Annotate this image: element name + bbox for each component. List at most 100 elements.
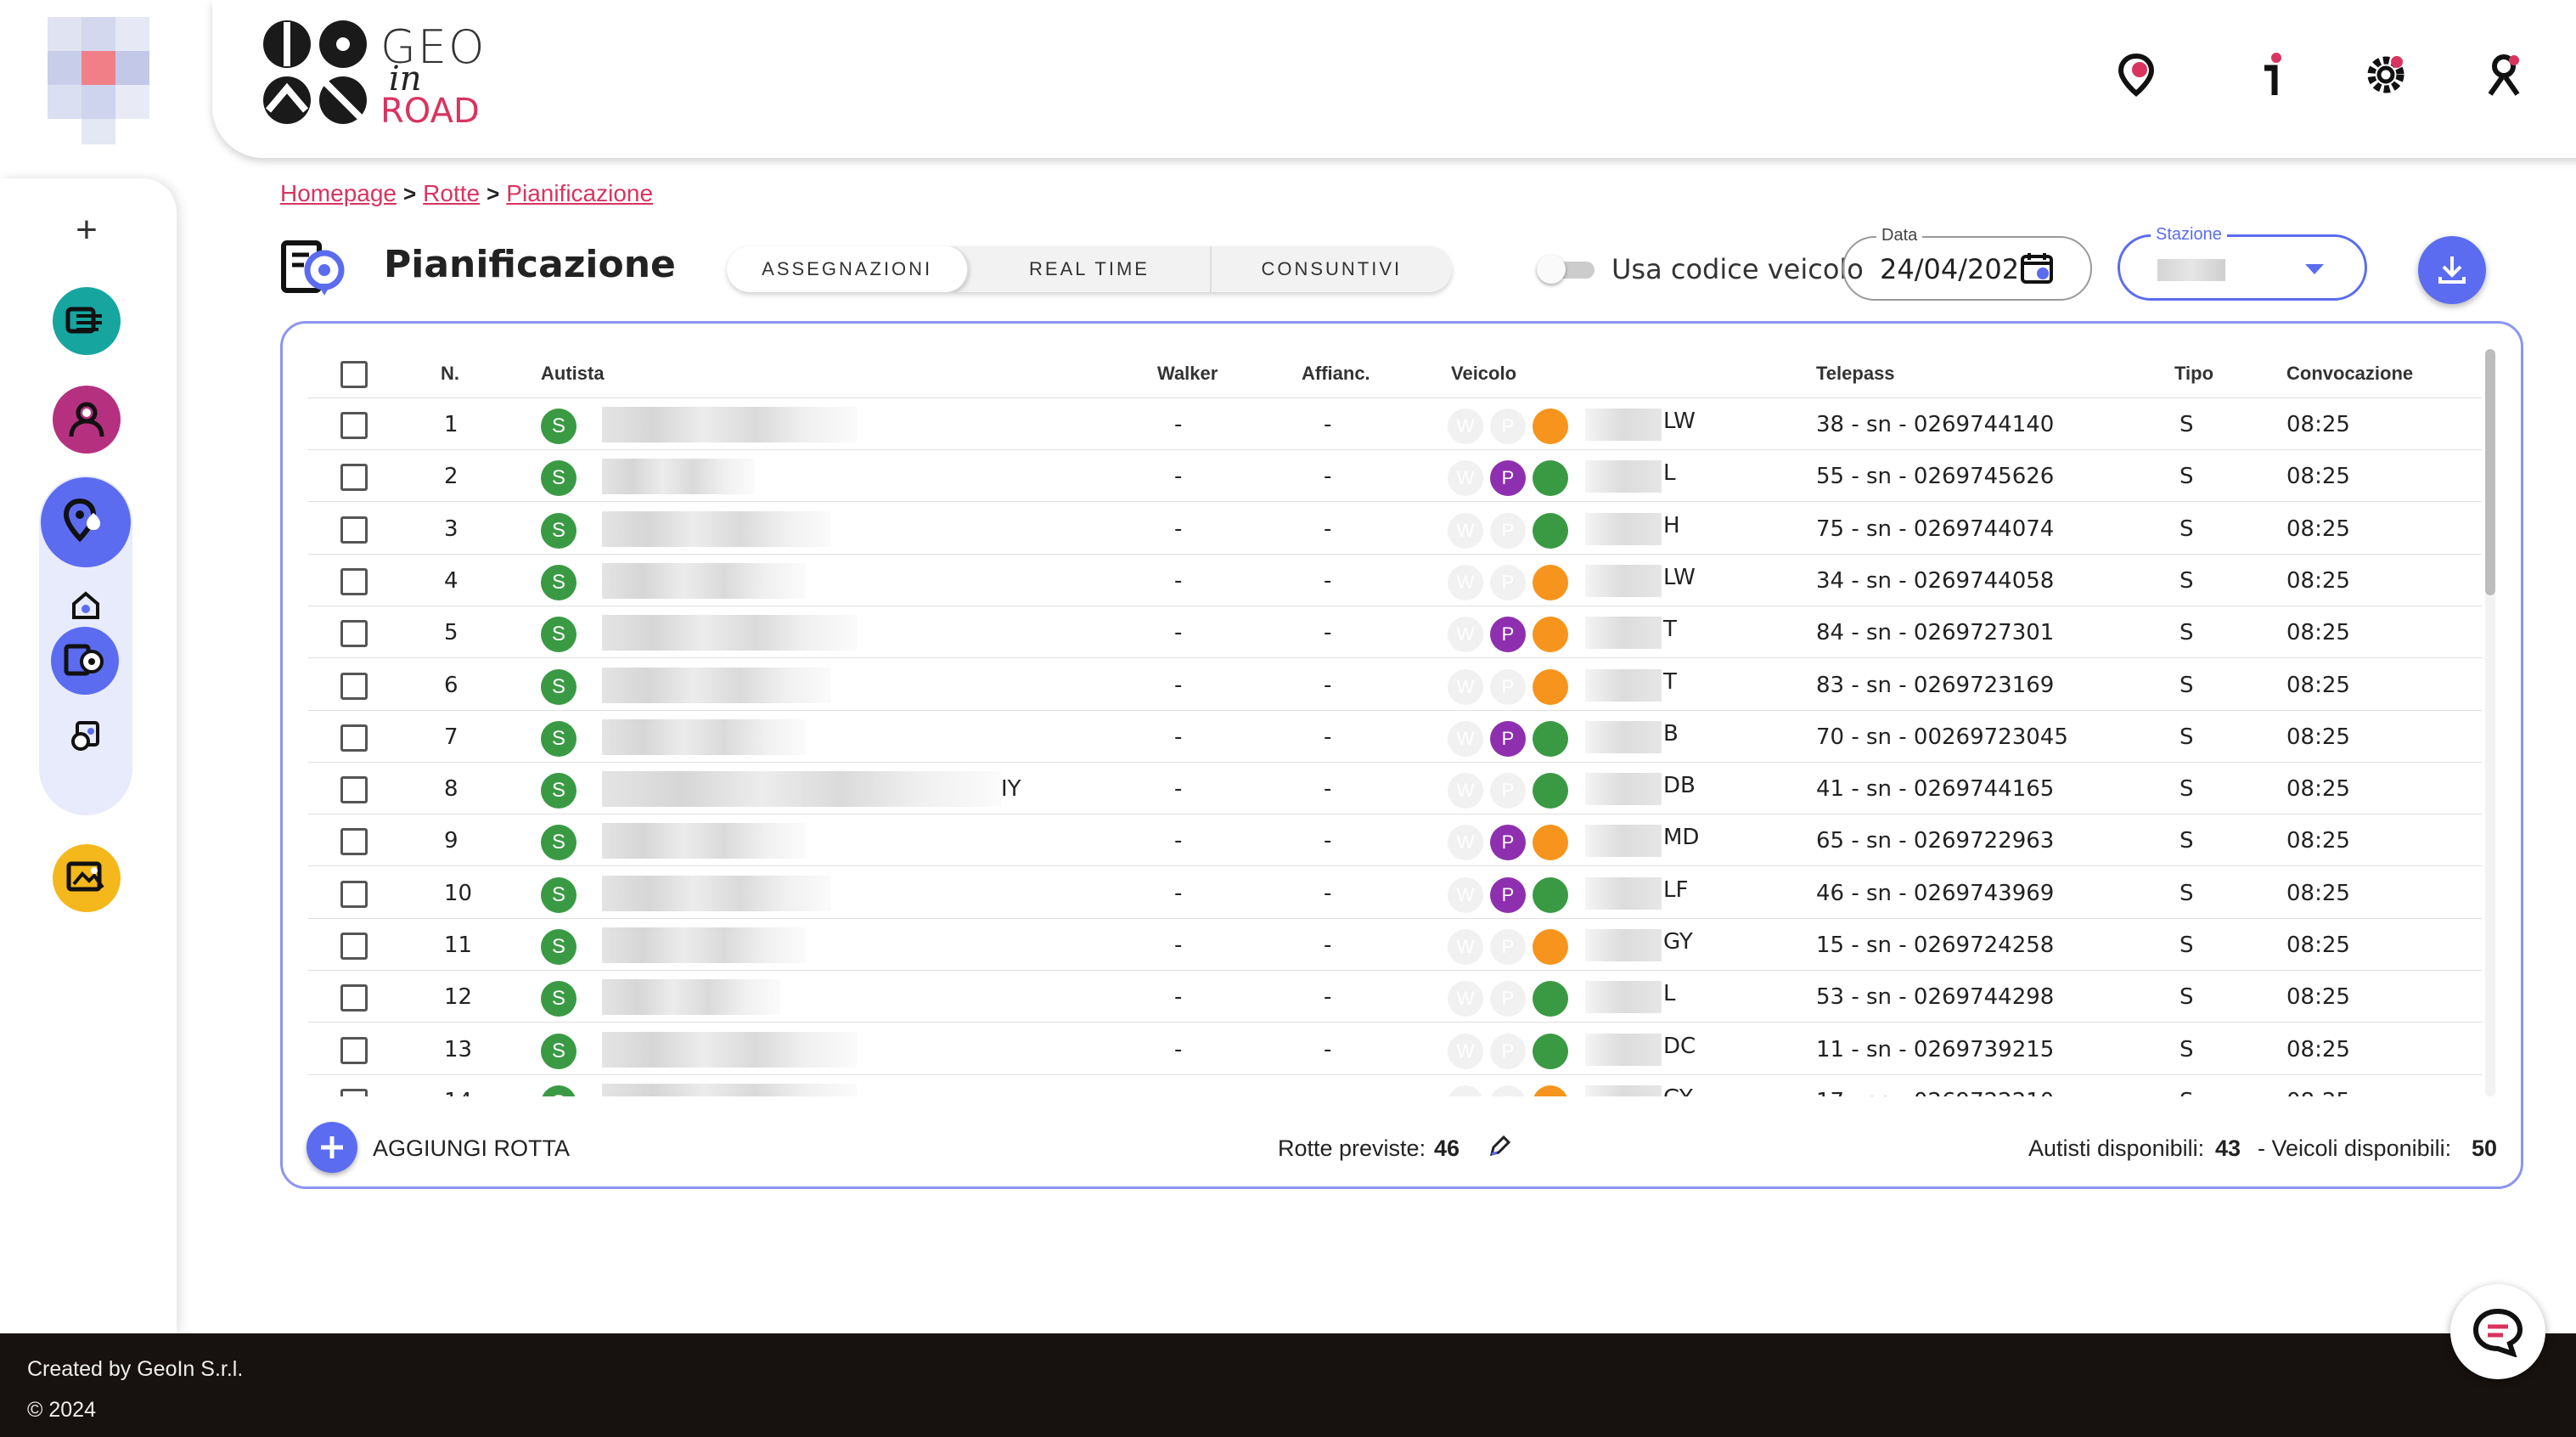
vehicle-status-dot[interactable] bbox=[1533, 981, 1568, 1017]
breadcrumb-rotte[interactable]: Rotte bbox=[423, 180, 481, 206]
row-checkbox[interactable] bbox=[340, 464, 368, 492]
table-row[interactable]: 14 S - - WP GY 17 - sn - 0269722210 S 08:25 bbox=[308, 1075, 2482, 1096]
walker-indicator[interactable]: W bbox=[1448, 773, 1483, 809]
user-icon[interactable] bbox=[2479, 49, 2530, 100]
vehicle-status-dot[interactable] bbox=[1533, 460, 1568, 497]
row-checkbox[interactable] bbox=[340, 880, 368, 908]
walker-indicator[interactable]: W bbox=[1448, 825, 1483, 861]
sidebar-gallery-icon[interactable] bbox=[53, 844, 121, 912]
table-row[interactable]: 3 S - - W P H 75 - sn - 0269744074 S 08:25 bbox=[308, 503, 2482, 555]
download-button[interactable] bbox=[2418, 236, 2486, 304]
select-all-checkbox[interactable] bbox=[340, 361, 368, 388]
p-indicator[interactable]: P bbox=[1490, 668, 1526, 705]
table-row[interactable]: 13 S - - W P DC 11 - sn - 0269739215 S 08:25 bbox=[308, 1023, 2482, 1075]
vehicle-status-dot[interactable] bbox=[1533, 876, 1568, 913]
p-indicator[interactable]: P bbox=[1490, 876, 1526, 913]
table-row[interactable]: 2 S - - W P L 55 - sn - 0269745626 S 08:25 bbox=[308, 450, 2482, 503]
sidebar-expand-plus-icon[interactable]: + bbox=[76, 209, 98, 251]
p-indicator[interactable]: P bbox=[1490, 825, 1526, 861]
driver-status-badge[interactable]: S bbox=[541, 876, 577, 913]
breadcrumb-homepage[interactable]: Homepage bbox=[280, 180, 397, 206]
p-indicator[interactable]: P bbox=[1490, 773, 1526, 809]
row-checkbox[interactable] bbox=[340, 620, 368, 648]
add-route-label[interactable]: AGGIUNGI ROTTA bbox=[373, 1136, 571, 1161]
driver-status-badge[interactable]: S bbox=[541, 773, 577, 809]
table-row[interactable]: 9 S - - W P MD 65 - sn - 0269722963 S 08:25 bbox=[308, 814, 2482, 867]
driver-status-badge[interactable]: S bbox=[541, 1033, 577, 1069]
scrollbar-thumb[interactable] bbox=[2485, 349, 2495, 595]
breadcrumb-pianificazione[interactable]: Pianificazione bbox=[506, 180, 654, 206]
walker-indicator[interactable]: W bbox=[1448, 876, 1483, 913]
vehicle-status-dot[interactable] bbox=[1533, 929, 1568, 965]
col-affianc[interactable]: Affianc. bbox=[1302, 363, 1370, 384]
driver-status-badge[interactable]: S bbox=[541, 668, 577, 705]
driver-status-badge[interactable]: S bbox=[541, 617, 577, 653]
tab-consuntivi[interactable]: CONSUNTIVI bbox=[1261, 258, 1403, 279]
vehicle-status-dot[interactable] bbox=[1533, 409, 1568, 444]
edit-pencil-icon[interactable] bbox=[1488, 1134, 1512, 1158]
driver-status-badge[interactable]: S bbox=[541, 825, 577, 861]
table-row[interactable]: 4 S - - W P LW 34 - sn - 0269744058 S 08:25 bbox=[308, 555, 2482, 606]
p-indicator[interactable]: P bbox=[1490, 981, 1526, 1017]
info-icon[interactable] bbox=[2247, 49, 2298, 100]
driver-status-badge[interactable]: S bbox=[541, 981, 577, 1017]
p-indicator[interactable]: P bbox=[1490, 409, 1526, 444]
p-indicator[interactable]: P bbox=[1490, 720, 1526, 757]
row-checkbox[interactable] bbox=[340, 984, 368, 1012]
walker-indicator[interactable]: W bbox=[1448, 460, 1483, 497]
p-indicator[interactable]: P bbox=[1490, 460, 1526, 497]
row-checkbox[interactable] bbox=[340, 672, 368, 700]
row-checkbox[interactable] bbox=[340, 828, 368, 856]
driver-status-badge[interactable]: S bbox=[541, 409, 577, 444]
walker-indicator[interactable]: W bbox=[1448, 409, 1483, 444]
row-checkbox[interactable] bbox=[340, 567, 368, 595]
add-route-button[interactable] bbox=[307, 1122, 357, 1173]
vehicle-status-dot[interactable] bbox=[1533, 617, 1568, 653]
p-indicator[interactable]: P bbox=[1490, 1033, 1526, 1069]
table-row[interactable]: 5 S - - W P T 84 - sn - 0269727301 S 08:25 bbox=[308, 606, 2482, 659]
date-field[interactable]: Data 24/04/202 bbox=[1842, 226, 2092, 301]
p-indicator[interactable]: P bbox=[1490, 617, 1526, 653]
vehicle-status-dot[interactable] bbox=[1533, 1033, 1568, 1069]
p-indicator[interactable]: P bbox=[1490, 929, 1526, 965]
calendar-icon[interactable] bbox=[2019, 250, 2056, 287]
vehicle-code-toggle[interactable] bbox=[1537, 255, 1600, 284]
table-row[interactable]: 6 S - - W P T 83 - sn - 0269723169 S 08:25 bbox=[308, 659, 2482, 711]
table-row[interactable]: 1 S - - W P LW 38 - sn - 0269744140 S 08:25 bbox=[308, 398, 2482, 450]
table-row[interactable]: 11 S - - W P GY 15 - sn - 0269724258 S 08:25 bbox=[308, 919, 2482, 971]
station-select[interactable]: Stazione bbox=[2118, 225, 2367, 301]
col-walker[interactable]: Walker bbox=[1157, 363, 1218, 384]
p-indicator[interactable]: P bbox=[1490, 512, 1526, 549]
walker-indicator[interactable]: W bbox=[1448, 668, 1483, 705]
walker-indicator[interactable]: W bbox=[1448, 617, 1483, 653]
walker-indicator[interactable]: W bbox=[1448, 929, 1483, 965]
table-row[interactable]: 10 S - - W P LF 46 - sn - 0269743969 S 08:25 bbox=[308, 867, 2482, 919]
row-checkbox[interactable] bbox=[340, 516, 368, 544]
col-telepass[interactable]: Telepass bbox=[1816, 363, 1895, 384]
sidebar-planning-map-icon[interactable] bbox=[41, 477, 131, 567]
table-row[interactable]: 12 S - - W P L 53 - sn - 0269744298 S 08:25 bbox=[308, 971, 2482, 1023]
vehicle-status-dot[interactable] bbox=[1533, 668, 1568, 705]
row-checkbox[interactable] bbox=[340, 1088, 368, 1096]
walker-indicator[interactable]: W bbox=[1448, 564, 1483, 600]
settings-icon[interactable] bbox=[2360, 49, 2411, 100]
walker-indicator[interactable]: W bbox=[1448, 981, 1483, 1017]
p-indicator[interactable]: P bbox=[1490, 1085, 1526, 1096]
sidebar-station-home-icon[interactable] bbox=[65, 584, 107, 627]
tab-assegnazioni[interactable]: ASSEGNAZIONI bbox=[727, 246, 970, 292]
vehicle-status-dot[interactable] bbox=[1533, 564, 1568, 600]
vehicle-status-dot[interactable] bbox=[1533, 720, 1568, 757]
col-convocazione[interactable]: Convocazione bbox=[2286, 363, 2414, 384]
map-pin-icon[interactable] bbox=[2111, 49, 2162, 100]
walker-indicator[interactable]: W bbox=[1448, 1085, 1483, 1096]
walker-indicator[interactable]: W bbox=[1448, 512, 1483, 549]
row-checkbox[interactable] bbox=[340, 933, 368, 960]
p-indicator[interactable]: P bbox=[1490, 564, 1526, 600]
driver-status-badge[interactable]: S bbox=[541, 512, 577, 549]
sidebar-drivers-icon[interactable] bbox=[53, 386, 121, 454]
col-autista[interactable]: Autista bbox=[541, 363, 605, 384]
driver-status-badge[interactable]: S bbox=[541, 460, 577, 497]
sidebar-planning-icon[interactable] bbox=[51, 627, 119, 695]
table-row[interactable]: 8 S IY - - W P DB 41 - sn - 0269744165 S 08:25 bbox=[308, 763, 2482, 815]
row-checkbox[interactable] bbox=[340, 724, 368, 752]
